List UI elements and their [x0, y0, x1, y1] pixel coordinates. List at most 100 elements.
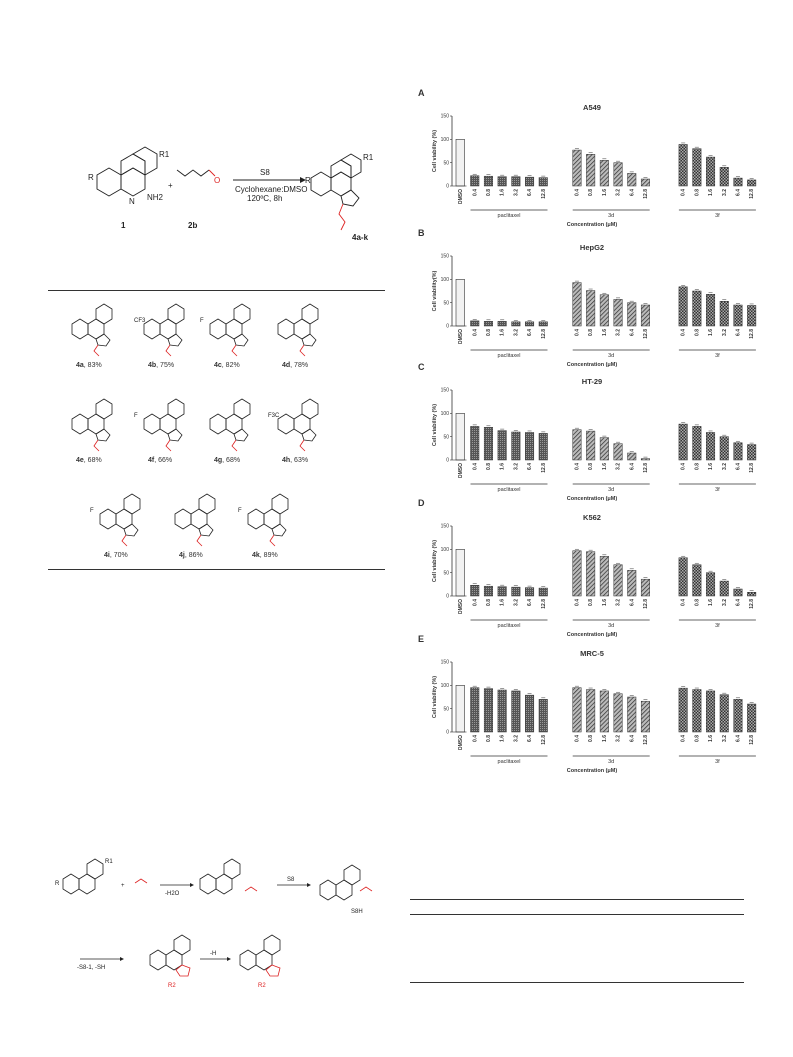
y-tick-label: 50 [443, 300, 449, 306]
bar-3f-1.6 [706, 690, 716, 733]
panel-letter: E [418, 634, 424, 644]
y-axis-label: Cell viability (%) [432, 676, 438, 718]
bar-3f-0.8 [692, 564, 702, 597]
reaction-scheme: R R1 N NH2 1 + O 2b S8 Cyclohexane:DMSO … [85, 140, 345, 240]
x-tick-label: 3.2 [722, 463, 728, 470]
y-tick-label: 0 [446, 458, 449, 464]
x-tick-label: 0.8 [588, 463, 594, 470]
x-tick-label: 12.8 [541, 329, 547, 339]
panel-letter: D [418, 498, 425, 508]
x-tick-label: 0.8 [588, 189, 594, 196]
compound-yield: , 89% [259, 552, 278, 559]
bar-3d-3.2 [613, 443, 623, 461]
bar-3f-0.8 [692, 148, 702, 187]
reagent-s8: S8 [260, 168, 270, 177]
product-label: 4a-k [352, 233, 369, 242]
bar-3d-12.8 [640, 700, 650, 733]
y-tick-label: 50 [443, 434, 449, 440]
compound-4b: CF3 [134, 300, 196, 358]
compound-4f-caption: 4f, 66% [148, 457, 172, 464]
y-axis-label: Cell viability (%) [432, 540, 438, 582]
compound-yield: , 66% [154, 457, 173, 464]
x-tick-label: 6.4 [629, 735, 635, 742]
bar-paclitaxel-0.4 [470, 585, 480, 597]
svg-text:R2: R2 [258, 983, 266, 989]
y-tick-label: 100 [441, 547, 450, 553]
bar-paclitaxel-6.4 [525, 176, 535, 187]
compound-4i-structure: F [90, 493, 141, 547]
bar-3f-0.8 [692, 426, 702, 461]
compound-2b-o-label: O [214, 176, 220, 185]
x-tick-label: 0.8 [694, 189, 700, 196]
compound-id: 4k [252, 552, 260, 559]
x-tick-label: DMSO [458, 599, 464, 614]
bar-3d-1.6 [599, 437, 609, 461]
x-tick-label: 12.8 [541, 189, 547, 199]
table2-rule-1 [410, 899, 744, 900]
panel-letter: B [418, 228, 425, 238]
compound-id: 4b [148, 362, 157, 369]
x-tick-label: 1.6 [500, 735, 506, 742]
bar-control [455, 549, 465, 597]
compound-id: 4c [214, 362, 222, 369]
bar-3f-0.4 [678, 687, 688, 733]
x-tick-label: 12.8 [749, 329, 755, 339]
x-axis-label: Concentration (μM) [567, 362, 618, 368]
compound-4h: F3C [268, 395, 330, 453]
bar-paclitaxel-3.2 [511, 321, 521, 327]
compound-4d-structure [277, 303, 319, 357]
mech-step3: -S8-1, -SH [77, 965, 105, 971]
bar-3d-0.8 [586, 689, 596, 733]
compound-4h-substituent: F3C [268, 413, 280, 419]
bars [455, 413, 757, 461]
x-tick-label: DMSO [458, 189, 464, 204]
bar-3f-3.2 [719, 167, 729, 187]
x-tick-label: 1.6 [708, 189, 714, 196]
compound-yield: , 63% [290, 457, 309, 464]
x-tick-label: 1.6 [500, 189, 506, 196]
x-tick-label: 0.4 [681, 329, 687, 336]
x-tick-label: 0.8 [486, 463, 492, 470]
x-axis-label: Concentration (μM) [567, 496, 618, 502]
compound-1-n-label: N [129, 197, 135, 206]
compound-4k: F [238, 490, 300, 548]
x-tick-label: 6.4 [735, 189, 741, 196]
group-label: 3d [608, 759, 614, 765]
compound-4i-substituent: F [90, 508, 94, 514]
compound-4k-caption: 4k, 89% [252, 552, 278, 559]
x-tick-label: 0.8 [694, 329, 700, 336]
mechanism-scheme: + -H2O S8 S8H -S8-1, -SH -H R R1 R2 R2 [55, 855, 385, 1015]
x-tick-label: 3.2 [722, 735, 728, 742]
compound-4i: F [90, 490, 152, 548]
x-tick-label: 0.8 [694, 463, 700, 470]
bar-paclitaxel-3.2 [511, 586, 521, 597]
x-tick-label: 0.4 [472, 599, 478, 606]
group-label: 3f [715, 213, 720, 219]
table-top-rule [48, 290, 385, 291]
bar-3f-1.6 [706, 294, 716, 327]
compound-4g [200, 395, 262, 453]
compound-id: 4e [76, 457, 84, 464]
compound-2b-label: 2b [188, 221, 197, 230]
x-tick-label: 1.6 [602, 463, 608, 470]
svg-text:R1: R1 [105, 859, 113, 865]
x-tick-label: 6.4 [735, 463, 741, 470]
conditions-solvent: Cyclohexane:DMSO [235, 185, 307, 194]
bar-3d-3.2 [613, 564, 623, 597]
x-tick-label: 3.2 [616, 189, 622, 196]
table2-rule-3 [410, 982, 744, 983]
chart-HT-29: C HT-29 0 50 100 150 Cell viability (%) DMSO 0.4… [418, 362, 757, 502]
x-tick-label: 1.6 [708, 599, 714, 606]
chart-title: HT-29 [582, 377, 602, 386]
compound-4j-structure [174, 493, 216, 547]
bar-3f-6.4 [733, 588, 743, 597]
x-tick-label: 12.8 [749, 599, 755, 609]
bar-3f-0.8 [692, 290, 702, 327]
bar-3f-1.6 [706, 572, 716, 597]
x-tick-label: 1.6 [500, 599, 506, 606]
compound-4f-substituent: F [134, 413, 138, 419]
bar-3f-12.8 [747, 444, 757, 461]
chart-MRC-5: E MRC-5 0 50 100 150 Cell viability (%) DMSO 0.4… [418, 634, 757, 774]
x-tick-label: 1.6 [500, 329, 506, 336]
x-tick-label: 12.8 [643, 599, 649, 609]
